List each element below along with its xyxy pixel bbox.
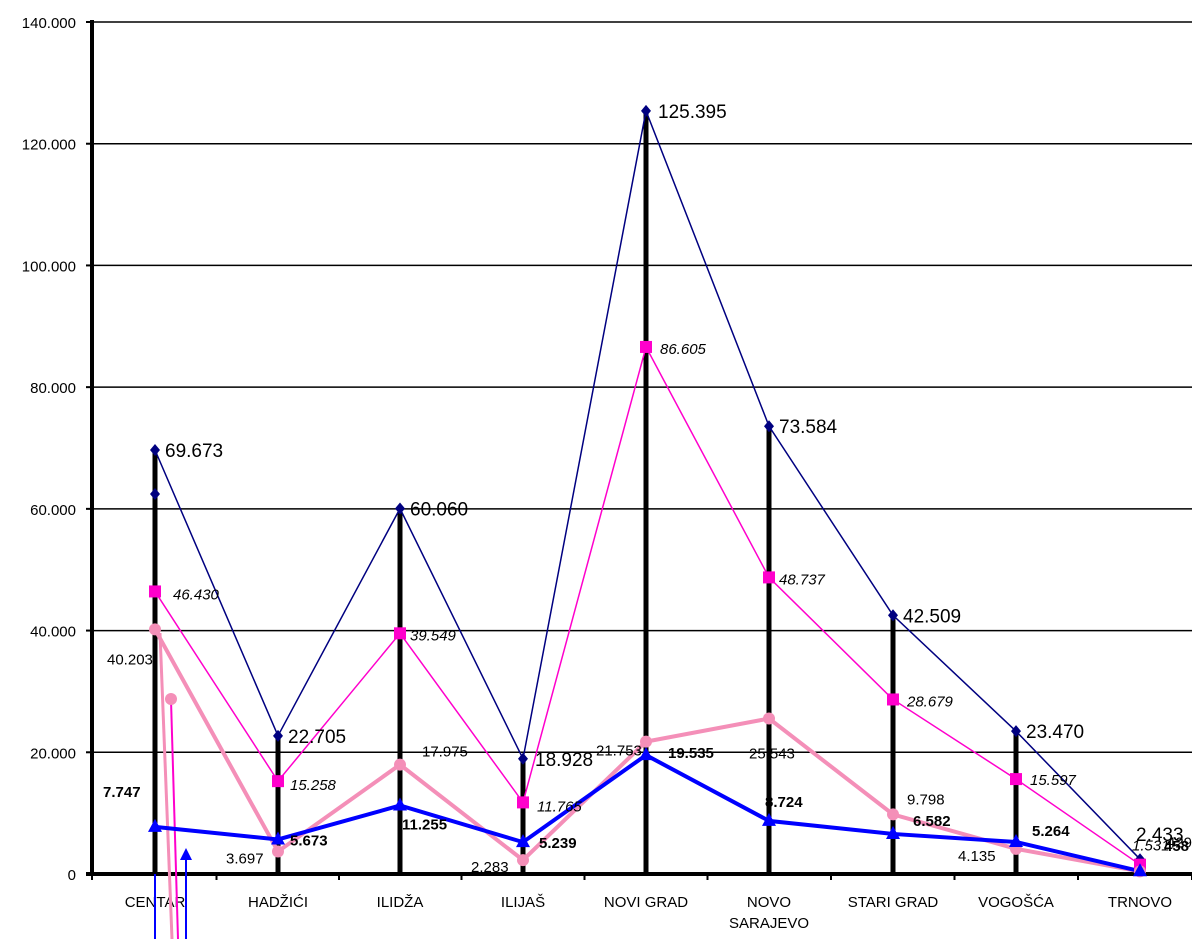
marker-magenta (763, 571, 775, 583)
marker-pink (272, 846, 284, 858)
y-tick-label: 120.000 (22, 137, 76, 154)
data-label-navy: 22.705 (288, 727, 346, 748)
marker-pink (394, 759, 406, 771)
data-label-pink: 25.543 (749, 746, 795, 763)
data-label-navy: 69.673 (165, 441, 223, 462)
x-tick-label: STARI GRAD (848, 894, 939, 911)
data-label-magenta: 86.605 (660, 341, 707, 358)
data-label-magenta: 11.765 (537, 798, 582, 815)
x-tick-label: VOGOŠĆA (978, 894, 1054, 911)
marker-magenta (149, 585, 161, 597)
marker-navy (395, 502, 405, 514)
data-label-magenta: 28.679 (906, 693, 954, 710)
data-label-navy: 23.470 (1026, 722, 1084, 743)
data-label-magenta: 46.430 (173, 586, 220, 603)
data-label-magenta: 48.737 (779, 571, 826, 588)
marker-magenta (887, 693, 899, 705)
data-label-navy: 18.928 (535, 750, 593, 771)
marker-pink (887, 808, 899, 820)
marker-pink (763, 713, 775, 725)
marker-pink (517, 854, 529, 866)
data-label-magenta: 39.549 (410, 627, 457, 644)
marker-blue (393, 798, 407, 811)
data-label-navy: 42.509 (903, 606, 961, 627)
data-label-pink: 21.753 (596, 743, 642, 760)
marker-navy (518, 753, 528, 765)
marker-magenta (1010, 773, 1022, 785)
data-label-blue: 19.535 (668, 745, 714, 762)
marker-magenta (517, 796, 529, 808)
data-label-pink: 17.975 (422, 744, 468, 761)
y-tick-label: 80.000 (30, 380, 76, 397)
data-label-navy: 125.395 (658, 102, 727, 123)
marker-magenta (394, 627, 406, 639)
x-tick-label: ILIDŽA (377, 894, 424, 911)
x-tick-label: TRNOVO (1108, 894, 1172, 911)
artifact-marker (180, 848, 192, 860)
x-tick-label: NOVI GRAD (604, 894, 688, 911)
marker-magenta (640, 341, 652, 353)
data-label-pink: 40.203 (107, 651, 153, 668)
marker-navy (150, 488, 160, 500)
y-tick-label: 40.000 (30, 624, 76, 641)
x-tick-label: NOVO (747, 894, 791, 911)
data-label-magenta: 15.258 (290, 777, 337, 794)
y-tick-label: 140.000 (22, 15, 76, 32)
data-label-pink: 4.135 (958, 848, 996, 865)
marker-navy (641, 105, 651, 117)
y-tick-label: 60.000 (30, 502, 76, 519)
x-tick-label: ILIJAŠ (501, 894, 545, 911)
data-label-blue: 6.582 (913, 813, 951, 830)
y-tick-label: 0 (68, 867, 76, 884)
marker-navy (150, 444, 160, 456)
data-label-pink: 2.283 (471, 859, 509, 876)
data-label-blue: 5.239 (539, 835, 577, 852)
data-label-navy: 73.584 (779, 417, 838, 438)
x-tick-label: SARAJEVO (729, 915, 809, 932)
marker-magenta (272, 775, 284, 787)
data-label-blue: 458 (1164, 838, 1189, 855)
data-label-blue: 8.724 (765, 794, 803, 811)
data-label-pink: 3.697 (226, 851, 264, 868)
marker-navy (273, 730, 283, 742)
data-label-pink: 9.798 (907, 791, 945, 808)
y-tick-label: 20.000 (30, 745, 76, 762)
data-label-blue: 5.264 (1032, 823, 1070, 840)
data-label-navy: 60.060 (410, 499, 468, 520)
artifact-marker (165, 693, 177, 705)
y-tick-label: 100.000 (22, 258, 76, 275)
x-tick-label: HADŽIĆI (248, 894, 308, 911)
data-label-blue: 7.747 (103, 784, 141, 801)
marker-pink (149, 623, 161, 635)
data-label-magenta: 15.597 (1030, 772, 1077, 789)
data-label-blue: 11.255 (402, 817, 447, 834)
data-label-blue: 5.673 (290, 832, 328, 849)
